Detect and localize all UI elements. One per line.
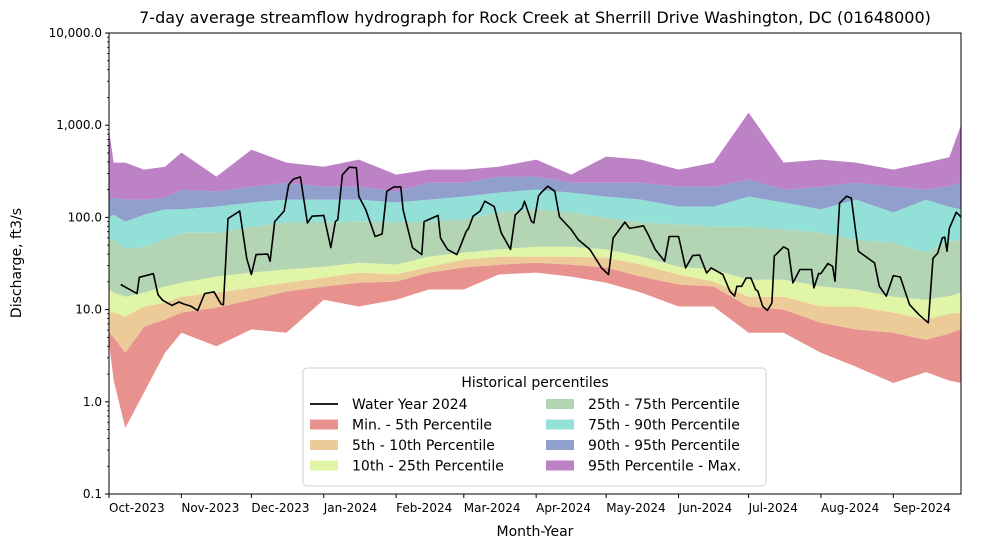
y-tick-label: 1.0 (83, 395, 102, 409)
legend-entry-label: 25th - 75th Percentile (588, 397, 740, 413)
plot-frame (108, 32, 962, 495)
y-tick-label: 10.0 (75, 303, 102, 317)
legend-box (302, 367, 767, 487)
y-tick-label: 10,000.0 (49, 26, 102, 40)
chart-title: 7-day average streamflow hydrograph for … (139, 8, 931, 27)
legend-entry-label: 75th - 90th Percentile (588, 418, 740, 434)
x-tick-label: Feb-2024 (396, 501, 452, 515)
band-10th-25th (109, 246, 961, 320)
legend-title: Historical percentiles (461, 375, 608, 391)
x-tick-label: Sep-2024 (893, 501, 951, 515)
legend-swatch (310, 460, 338, 471)
x-axis-label: Month-Year (497, 524, 574, 540)
water-year-line-layer (120, 166, 962, 324)
y-axis: 10,000.0 1,000.0 100.0 10.0 1.0 0.1 (49, 26, 109, 501)
x-tick-label: Jan-2024 (323, 501, 377, 515)
y-tick-label: 100.0 (68, 210, 102, 224)
legend-entry-label: 95th Percentile - Max. (588, 459, 741, 475)
legend: Historical percentiles Water Year 2024 Mi… (302, 367, 767, 487)
legend-entry-label: 90th - 95th Percentile (588, 438, 740, 454)
y-tick-label: 0.1 (83, 487, 102, 501)
legend-swatch (546, 399, 574, 409)
legend-swatch (546, 440, 574, 450)
x-tick-label: Nov-2023 (181, 501, 239, 515)
percentile-bands (109, 112, 961, 428)
x-tick-label: May-2024 (606, 501, 665, 515)
water-year-2024-line (120, 166, 962, 324)
band-25th-75th (109, 209, 961, 300)
legend-entry-label: 10th - 25th Percentile (352, 459, 504, 475)
x-tick-label: Jul-2024 (748, 501, 798, 515)
x-tick-label: Dec-2023 (251, 501, 309, 515)
x-tick-label: Aug-2024 (821, 501, 879, 515)
x-tick-label: Jun-2024 (678, 501, 733, 515)
legend-swatch (546, 419, 574, 430)
x-tick-label: Mar-2024 (464, 501, 521, 515)
y-axis-label: Discharge, ft3/s (9, 208, 25, 318)
legend-swatch (546, 460, 574, 471)
legend-swatch (310, 419, 338, 430)
x-tick-label: Oct-2023 (109, 501, 165, 515)
band-90th-95th (109, 176, 961, 222)
legend-entry-label: 5th - 10th Percentile (352, 438, 495, 454)
band-95th-max (109, 112, 961, 200)
band-75th-90th (109, 189, 961, 253)
y-tick-label: 1,000.0 (56, 118, 102, 132)
legend-entry-label: Min. - 5th Percentile (352, 418, 492, 434)
band-5th-10th (109, 256, 961, 353)
legend-swatch (310, 440, 338, 450)
legend-entry-label: Water Year 2024 (352, 397, 468, 413)
x-axis: Oct-2023 Nov-2023 Dec-2023 Jan-2024 Feb-2024… (108, 494, 951, 515)
x-tick-label: Apr-2024 (536, 501, 591, 515)
